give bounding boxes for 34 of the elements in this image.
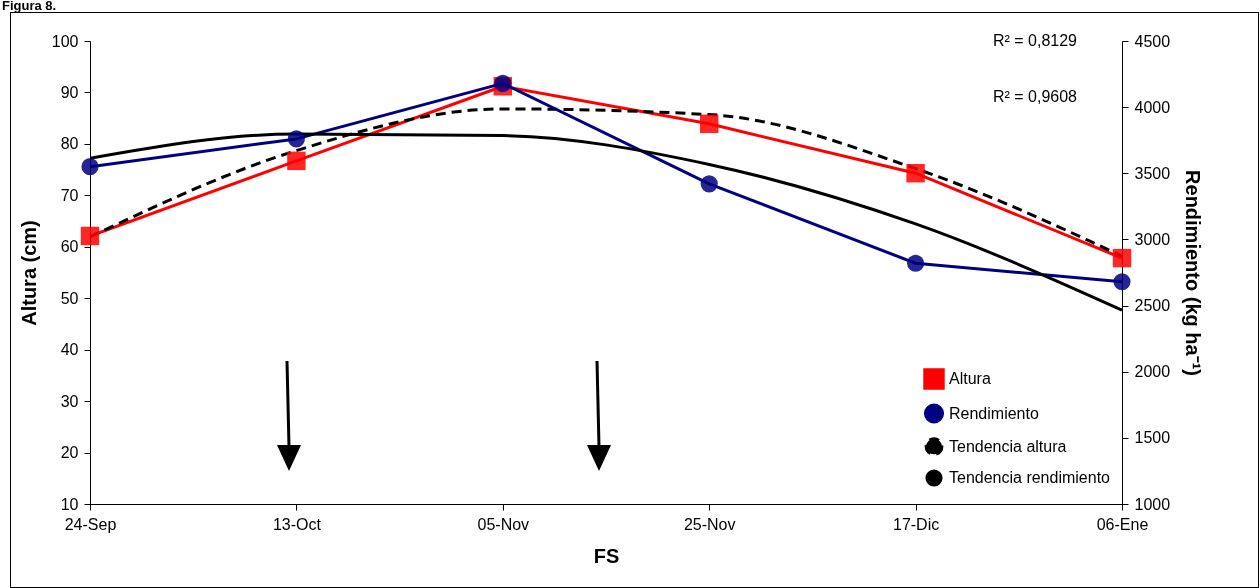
y-axis-title: Altura (cm) bbox=[17, 220, 40, 326]
x-axis-title: FS bbox=[593, 544, 620, 567]
y2-tick-label: 3500 bbox=[1134, 164, 1171, 182]
y2-axis-title: Rendimiento (kg ha⁻¹) bbox=[1182, 170, 1205, 376]
legend-label: Tendencia rendimiento bbox=[949, 469, 1111, 486]
x-tick-label: 17-Dic bbox=[892, 515, 940, 533]
y-tick-label: 10 bbox=[60, 495, 79, 513]
annotation: R² = 0,9608 bbox=[992, 88, 1078, 105]
y-tick-label: 60 bbox=[60, 238, 79, 256]
y-tick-label: 80 bbox=[60, 135, 79, 153]
y2-tick-label: 2000 bbox=[1134, 363, 1171, 381]
x-tick-label: 13-Oct bbox=[272, 515, 322, 533]
x-tick-label: 05-Nov bbox=[477, 515, 530, 533]
y-tick-label: 100 bbox=[51, 32, 79, 50]
y-tick-label: 40 bbox=[60, 341, 79, 359]
y2-tick-label: 4500 bbox=[1134, 32, 1171, 50]
legend-label: Tendencia altura bbox=[949, 437, 1067, 455]
y2-tick-label: 4000 bbox=[1134, 98, 1171, 116]
x-tick-label: 24-Sep bbox=[64, 515, 117, 533]
legend-label: Altura bbox=[949, 370, 991, 387]
y2-tick-label: 1000 bbox=[1134, 495, 1171, 513]
y2-tick-label: 2500 bbox=[1134, 297, 1171, 315]
y-tick-label: 20 bbox=[60, 444, 79, 462]
y-tick-label: 70 bbox=[60, 186, 79, 204]
y-tick-label: 50 bbox=[60, 289, 79, 307]
legend-label: Rendimiento bbox=[949, 404, 1039, 422]
annotation: R² = 0,8129 bbox=[992, 32, 1078, 49]
y2-tick-label: 1500 bbox=[1134, 429, 1171, 447]
chart-title: Figura 8. bbox=[2, 0, 57, 13]
x-tick-label: 06-Ene bbox=[1096, 515, 1149, 533]
x-tick-label: 25-Nov bbox=[683, 515, 736, 533]
y-tick-label: 90 bbox=[60, 83, 79, 101]
y-tick-label: 30 bbox=[60, 392, 79, 410]
y2-tick-label: 3000 bbox=[1134, 230, 1171, 248]
